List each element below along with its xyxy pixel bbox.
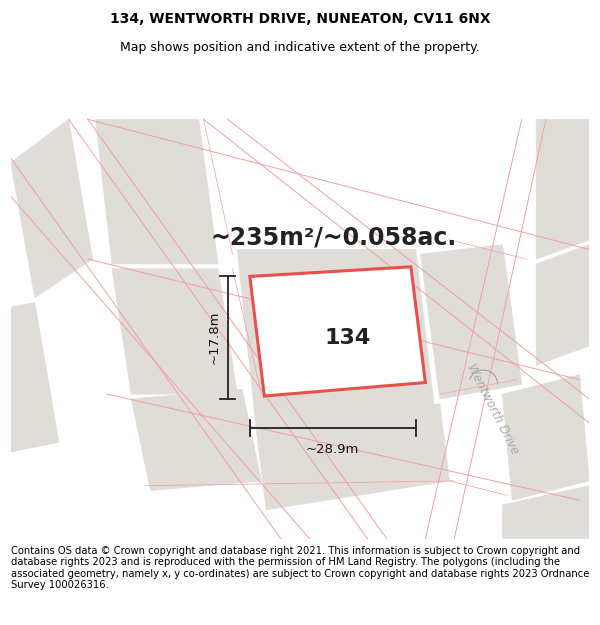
Polygon shape bbox=[503, 375, 589, 500]
Polygon shape bbox=[421, 244, 522, 399]
Polygon shape bbox=[536, 119, 589, 259]
Text: ~17.8m: ~17.8m bbox=[208, 311, 221, 364]
Text: 134: 134 bbox=[324, 328, 370, 348]
Polygon shape bbox=[238, 249, 435, 432]
Text: Wentworth Drive: Wentworth Drive bbox=[464, 361, 521, 456]
Polygon shape bbox=[257, 404, 449, 510]
Polygon shape bbox=[250, 267, 425, 396]
Polygon shape bbox=[11, 302, 59, 452]
Polygon shape bbox=[536, 244, 589, 365]
Polygon shape bbox=[11, 119, 92, 298]
Text: ~28.9m: ~28.9m bbox=[306, 443, 359, 456]
Polygon shape bbox=[131, 389, 262, 491]
Polygon shape bbox=[112, 269, 238, 394]
Polygon shape bbox=[95, 119, 218, 264]
Text: ~235m²/~0.058ac.: ~235m²/~0.058ac. bbox=[211, 226, 457, 250]
Text: Contains OS data © Crown copyright and database right 2021. This information is : Contains OS data © Crown copyright and d… bbox=[11, 546, 589, 591]
Text: Map shows position and indicative extent of the property.: Map shows position and indicative extent… bbox=[120, 41, 480, 54]
Text: 134, WENTWORTH DRIVE, NUNEATON, CV11 6NX: 134, WENTWORTH DRIVE, NUNEATON, CV11 6NX bbox=[110, 11, 490, 26]
Polygon shape bbox=[503, 486, 589, 539]
